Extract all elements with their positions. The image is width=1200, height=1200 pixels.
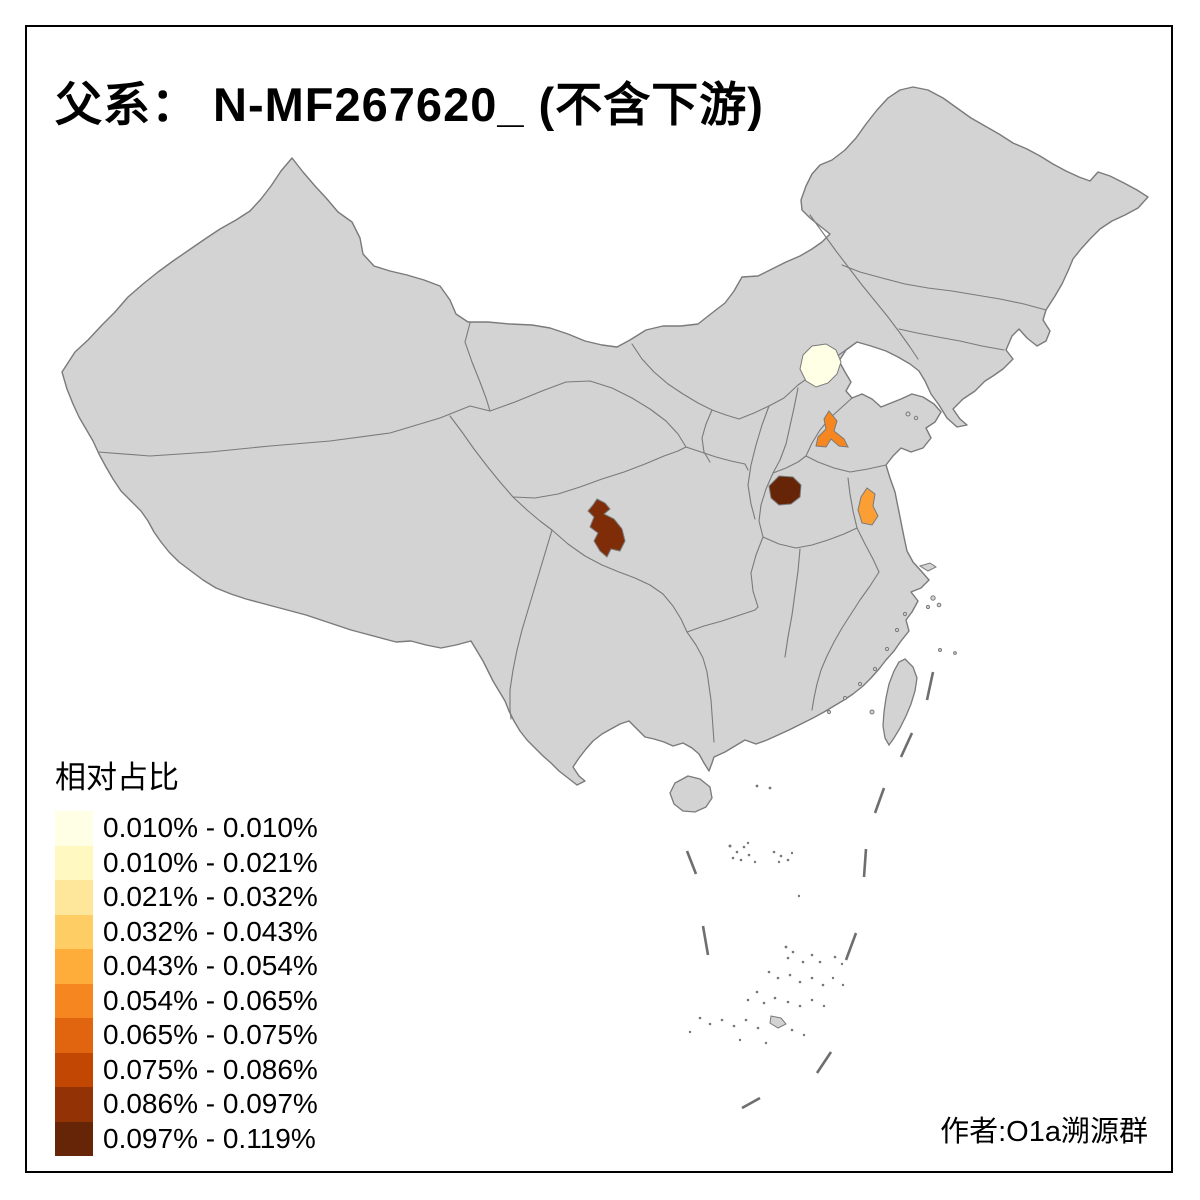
china-mainland (61, 86, 1149, 786)
legend-row: 0.097% - 0.119% (55, 1121, 318, 1156)
legend-rows: 0.010% - 0.010% 0.010% - 0.021% 0.021% -… (55, 811, 318, 1156)
taiwan-island (882, 658, 918, 747)
region-central-sichuan (587, 498, 626, 558)
region-beijing (799, 343, 842, 388)
legend-row: 0.075% - 0.086% (55, 1052, 318, 1087)
legend-title: 相对占比 (55, 760, 179, 795)
legend-swatch (55, 845, 93, 880)
legend-row: 0.021% - 0.032% (55, 880, 318, 915)
legend-row: 0.086% - 0.097% (55, 1087, 318, 1122)
legend-label: 0.097% - 0.119% (103, 1122, 316, 1154)
region-central-henan (768, 475, 802, 506)
attribution-text: 作者:O1a溯源群 (940, 1116, 1148, 1148)
legend-label: 0.010% - 0.010% (103, 812, 318, 844)
legend-swatch (55, 1121, 93, 1156)
region-west-shandong (815, 410, 849, 448)
legend-swatch (55, 1052, 93, 1087)
legend-label: 0.010% - 0.021% (103, 846, 318, 878)
legend-swatch (55, 811, 93, 846)
legend-row: 0.010% - 0.021% (55, 845, 318, 880)
south-china-sea-islands (688, 784, 845, 1045)
legend-row: 0.010% - 0.010% (55, 811, 318, 846)
hainan-island (669, 775, 713, 813)
nine-dash-line (685, 671, 935, 1110)
legend-row: 0.065% - 0.075% (55, 1018, 318, 1053)
region-central-jiangsu (857, 487, 879, 526)
legend-swatch (55, 1018, 93, 1053)
legend-swatch (55, 983, 93, 1018)
map-title: 父系： N-MF267620_ (不含下游) (55, 78, 764, 131)
coastal-islets (769, 411, 957, 1029)
legend-row: 0.054% - 0.065% (55, 983, 318, 1018)
legend-label: 0.075% - 0.086% (103, 1053, 318, 1085)
legend-label: 0.021% - 0.032% (103, 881, 318, 913)
legend-label: 0.043% - 0.054% (103, 950, 318, 982)
legend-swatch (55, 1087, 93, 1122)
legend-row: 0.032% - 0.043% (55, 914, 318, 949)
legend-label: 0.054% - 0.065% (103, 984, 318, 1016)
legend-label: 0.065% - 0.075% (103, 1019, 318, 1051)
legend-swatch (55, 880, 93, 915)
legend-label: 0.032% - 0.043% (103, 915, 318, 947)
legend-row: 0.043% - 0.054% (55, 949, 318, 984)
legend: 相对占比 0.010% - 0.010% 0.010% - 0.021% 0.0… (55, 752, 318, 1156)
legend-swatch (55, 949, 93, 984)
legend-swatch (55, 914, 93, 949)
legend-label: 0.086% - 0.097% (103, 1088, 318, 1120)
province-borders (97, 214, 1047, 743)
